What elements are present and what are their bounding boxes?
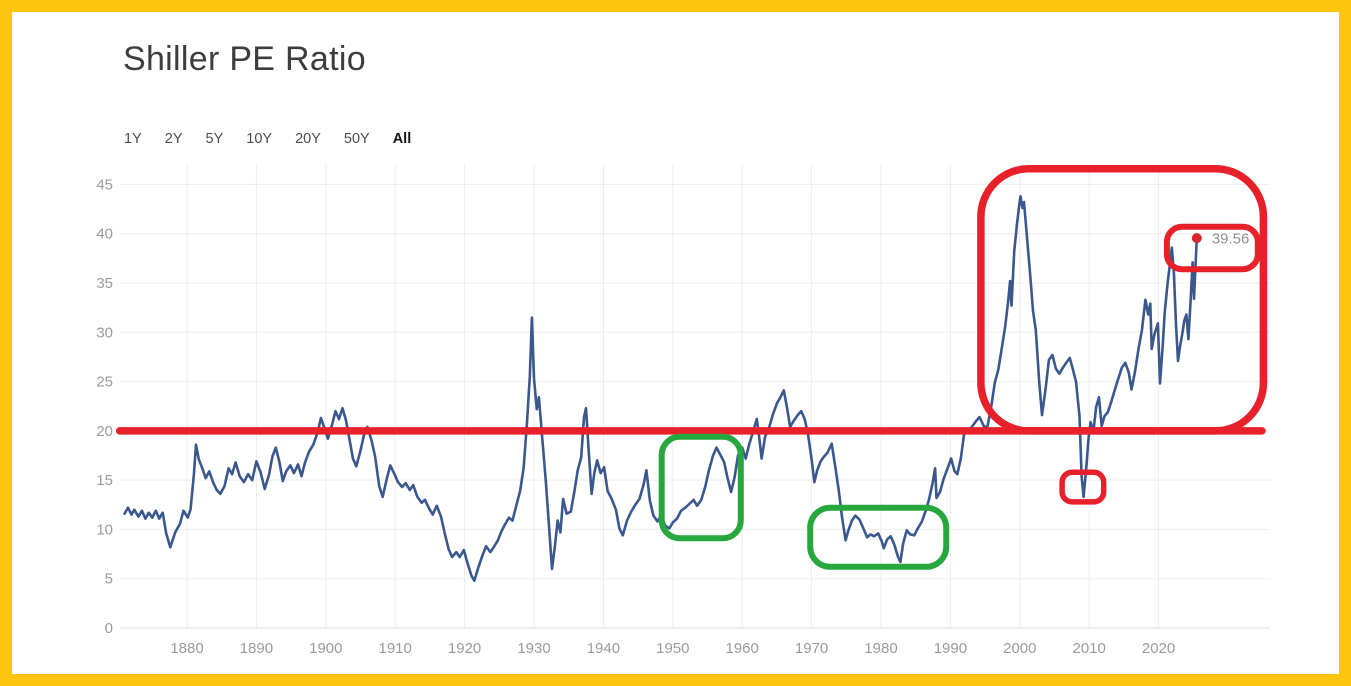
range-button-1y[interactable]: 1Y (124, 131, 142, 147)
x-tick-label: 1950 (656, 640, 689, 657)
range-button-5y[interactable]: 5Y (205, 131, 224, 147)
current-value-box (1163, 223, 1261, 273)
annotation-boxes (658, 164, 1268, 570)
y-axis-labels: 0 5 10 15 20 25 30 35 40 45 (96, 176, 113, 637)
latest-value-label: 39.56 (1212, 231, 1250, 248)
pe-ratio-line (123, 195, 1199, 582)
range-button-50y[interactable]: 50Y (343, 131, 370, 147)
y-tick-label: 20 (96, 423, 113, 440)
latest-value-marker: 39.56 (1191, 231, 1250, 248)
x-tick-label: 1880 (170, 640, 203, 657)
y-tick-label: 5 (105, 571, 113, 588)
y-tick-label: 35 (96, 275, 113, 292)
range-button-all[interactable]: All (392, 131, 412, 147)
x-axis-labels: 1880 1890 1900 1910 1920 1930 1940 1950 1960 1970… (170, 640, 1175, 657)
fifties-value-box (658, 433, 744, 542)
chart-gridlines (120, 165, 1270, 629)
range-button-20y[interactable]: 20Y (295, 131, 321, 147)
gfc-trough-box (1059, 469, 1107, 505)
seventies-value-box (807, 504, 950, 570)
x-tick-label: 1970 (795, 640, 828, 657)
x-tick-label: 1940 (587, 640, 620, 657)
x-tick-label: 1930 (517, 640, 550, 657)
x-tick-label: 1900 (309, 640, 342, 657)
y-tick-label: 30 (96, 324, 113, 341)
x-tick-label: 1890 (240, 640, 273, 657)
x-tick-label: 1920 (448, 640, 481, 657)
bubble-era-box (977, 164, 1268, 435)
range-button-2y[interactable]: 2Y (164, 131, 183, 147)
y-tick-label: 40 (96, 226, 113, 243)
x-tick-label: 1990 (934, 640, 967, 657)
y-tick-label: 45 (96, 176, 113, 193)
x-tick-label: 2000 (1003, 640, 1036, 657)
x-tick-label: 2020 (1142, 640, 1175, 657)
y-tick-label: 25 (96, 374, 113, 391)
y-tick-label: 0 (105, 620, 113, 637)
range-button-10y[interactable]: 10Y (246, 131, 273, 147)
x-tick-label: 1910 (379, 640, 412, 657)
time-range-selector: 1Y 2Y 5Y 10Y 20Y 50Y All (124, 131, 411, 147)
x-tick-label: 1960 (726, 640, 759, 657)
x-tick-label: 1980 (864, 640, 897, 657)
y-tick-label: 10 (96, 521, 113, 538)
x-tick-label: 2010 (1073, 640, 1106, 657)
page-title: Shiller PE Ratio (123, 40, 366, 78)
latest-value-dot (1191, 233, 1202, 244)
pe-ratio-path (123, 195, 1199, 582)
y-tick-label: 15 (96, 472, 113, 489)
